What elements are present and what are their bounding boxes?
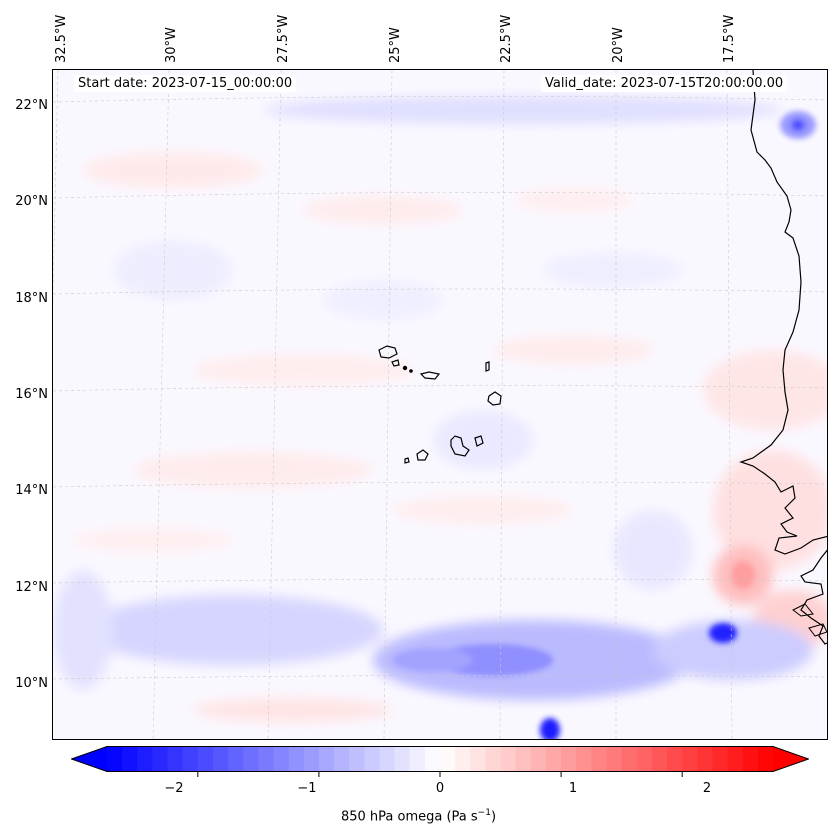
colorbar-tick-label: 1 bbox=[568, 781, 578, 796]
map-panel bbox=[52, 69, 828, 740]
colorbar-segment bbox=[228, 746, 244, 772]
coast-islands-south bbox=[792, 603, 827, 637]
lon-label-22-5w: 22.5°W bbox=[499, 14, 514, 63]
colorbar-segment bbox=[212, 746, 229, 772]
colorbar-segment bbox=[318, 746, 335, 772]
lon-label-30w: 30°W bbox=[164, 27, 179, 63]
colorbar-segment bbox=[122, 746, 138, 772]
colorbar-outline bbox=[69, 746, 811, 772]
colorbar-tick-label: −2 bbox=[164, 781, 184, 796]
colorbar-segment bbox=[485, 746, 502, 772]
lat-label-14n: 14°N bbox=[15, 483, 48, 498]
colorbar-segment bbox=[500, 746, 517, 772]
colorbar-label-unit-exponent: −1 bbox=[477, 808, 491, 818]
start-date-label: Start date: 2023-07-15_00:00:00 bbox=[74, 75, 297, 92]
colorbar-segment bbox=[409, 746, 426, 772]
colorbar-segment bbox=[394, 746, 411, 772]
colorbar-segment bbox=[455, 746, 471, 772]
colorbar-segment bbox=[424, 746, 441, 772]
colorbar-segment bbox=[591, 746, 608, 772]
colorbar-segment bbox=[515, 746, 532, 772]
lon-label-17-5w: 17.5°W bbox=[722, 14, 737, 63]
colorbar-segment bbox=[349, 746, 365, 772]
colorbar-segment bbox=[364, 746, 381, 772]
lon-label-20w: 20°W bbox=[611, 27, 626, 63]
africa-coastline bbox=[739, 70, 827, 555]
lon-label-27-5w: 27.5°W bbox=[276, 14, 291, 63]
omega-field-map bbox=[53, 70, 827, 739]
colorbar-segment bbox=[606, 746, 623, 772]
colorbar-tick-label: −1 bbox=[297, 781, 317, 796]
colorbar-segment bbox=[273, 746, 290, 772]
valid-date-label: Valid_date: 2023-07-15T20:00:00.00 bbox=[541, 75, 788, 92]
lat-label-16n: 16°N bbox=[15, 387, 48, 402]
colorbar-label-close: ) bbox=[490, 809, 497, 825]
colorbar-tick-label: 0 bbox=[435, 781, 445, 796]
lat-label-22n: 22°N bbox=[15, 98, 48, 113]
colorbar-label: 850 hPa omega (Pa s−1) bbox=[0, 808, 837, 824]
colorbar-segment bbox=[682, 746, 698, 772]
lat-label-20n: 20°N bbox=[15, 194, 48, 209]
colorbar-segment bbox=[742, 746, 759, 772]
colorbar-segment bbox=[621, 746, 638, 772]
colorbar-segment bbox=[243, 746, 259, 772]
colorbar-segment bbox=[107, 746, 123, 772]
colorbar-segment bbox=[288, 746, 305, 772]
lat-label-18n: 18°N bbox=[15, 291, 48, 306]
colorbar-segment bbox=[303, 746, 320, 772]
colorbar bbox=[69, 746, 811, 777]
colorbar-gradient bbox=[69, 746, 811, 777]
colorbar-tick-label: 2 bbox=[702, 781, 712, 796]
colorbar-segment bbox=[470, 746, 487, 772]
colorbar-segment bbox=[379, 746, 396, 772]
omega-shading bbox=[53, 96, 827, 722]
colorbar-segment bbox=[561, 746, 577, 772]
colorbar-segment bbox=[334, 746, 350, 772]
lon-label-25w: 25°W bbox=[388, 27, 403, 63]
lat-label-12n: 12°N bbox=[15, 580, 48, 595]
gridlines bbox=[53, 70, 827, 739]
colorbar-segment bbox=[167, 746, 184, 772]
colorbar-label-text: 850 hPa omega (Pa s bbox=[340, 809, 478, 825]
colorbar-segment bbox=[258, 746, 275, 772]
colorbar-segment bbox=[636, 746, 653, 772]
colorbar-segment bbox=[651, 746, 668, 772]
colorbar-segment bbox=[697, 746, 714, 772]
colorbar-segment bbox=[712, 746, 729, 772]
colorbar-segment bbox=[727, 746, 744, 772]
colorbar-extend-min bbox=[71, 746, 107, 772]
colorbar-extend-max bbox=[773, 746, 809, 772]
lon-label-32-5w: 32.5°W bbox=[54, 14, 69, 63]
colorbar-segment bbox=[576, 746, 592, 772]
colorbar-segment bbox=[440, 746, 456, 772]
colorbar-segment bbox=[152, 746, 169, 772]
colorbar-segment bbox=[530, 746, 547, 772]
colorbar-segment bbox=[182, 746, 199, 772]
lat-label-10n: 10°N bbox=[15, 676, 48, 691]
colorbar-segment bbox=[545, 746, 562, 772]
colorbar-segment bbox=[757, 746, 774, 772]
colorbar-segment bbox=[667, 746, 683, 772]
colorbar-segment bbox=[137, 746, 154, 772]
colorbar-segment bbox=[197, 746, 214, 772]
cape-verde-islands bbox=[378, 345, 502, 464]
omega-core-cells bbox=[393, 111, 816, 739]
